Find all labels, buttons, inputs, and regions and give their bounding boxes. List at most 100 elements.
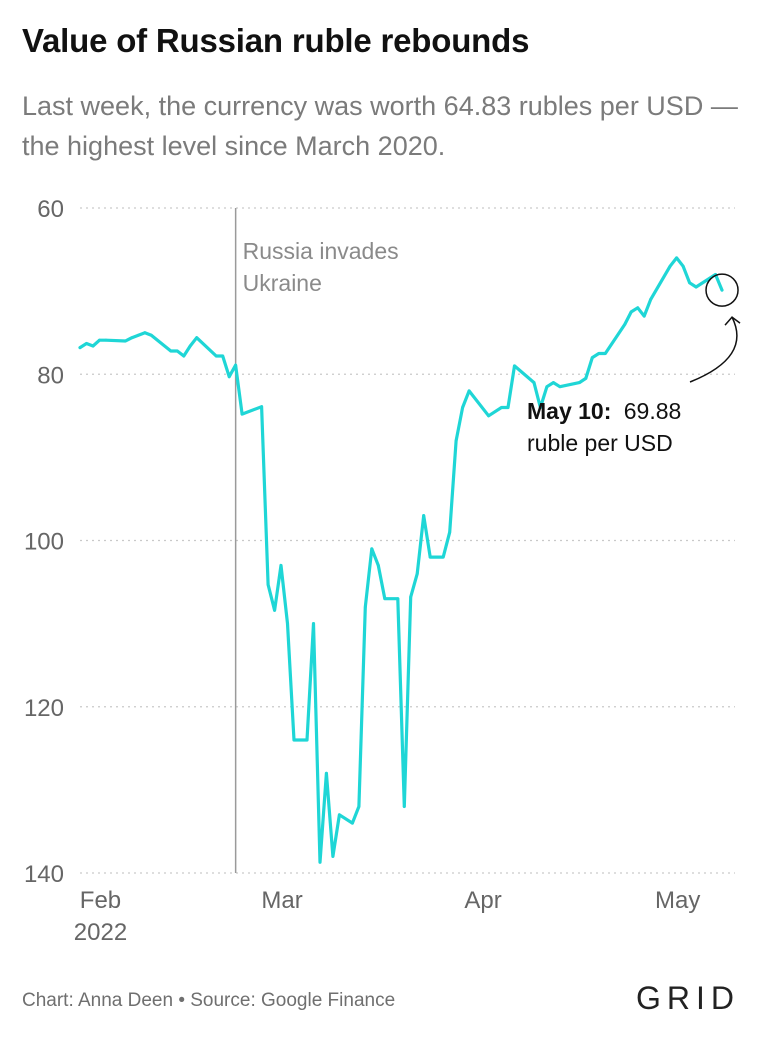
latest-value-callout: May 10: 69.88 ruble per USD [527,273,741,456]
callout-value: 69.88 [624,398,682,424]
data-point [506,406,510,409]
line-chart: 60 80 100 120 140 Feb 2022 Mar Apr May Russia in… [24,196,741,946]
data-point [688,281,692,285]
y-tick-label: 140 [24,861,64,888]
y-tick-label: 60 [37,196,64,223]
x-tick-label: Mar [261,887,302,914]
data-point [428,555,432,559]
series-line-ruble-per-usd [78,256,724,864]
data-point [292,738,296,742]
data-point [169,349,173,353]
data-point [681,264,685,268]
data-point [78,346,82,350]
data-point [649,298,653,301]
data-point [305,738,309,742]
highlight-circle [705,273,739,307]
data-point [136,333,140,337]
data-point [694,285,698,289]
data-point [143,331,147,335]
data-point [357,805,361,808]
data-point [422,514,426,517]
data-point [350,821,354,825]
data-point [363,605,367,609]
data-point [188,344,192,348]
data-point [636,306,640,310]
data-point [85,342,88,345]
data-point [98,338,101,342]
data-point [539,406,542,409]
data-point [331,854,335,858]
y-tick-label: 100 [24,529,64,556]
data-point [195,336,199,340]
data-point [240,412,244,416]
invasion-label-line1: Russia invades [243,238,399,264]
y-tick-label: 80 [37,362,64,389]
data-point [409,595,413,599]
y-tick-label: 120 [24,695,64,722]
data-point [668,264,672,268]
data-point [558,385,562,389]
source-credit: Chart: Anna Deen • Source: Google Financ… [22,990,396,1011]
data-point [383,597,387,601]
series-layer [78,256,724,864]
data-point [590,356,594,360]
y-axis-tick-labels: 60 80 100 120 140 [24,196,64,888]
data-point [577,381,581,384]
x-axis-tick-labels: Feb 2022 Mar Apr May [74,887,701,946]
data-point [273,608,276,612]
data-point [396,597,400,601]
data-point [279,564,283,567]
data-point [623,322,627,326]
callout-arrow [689,316,738,383]
data-point [461,406,465,409]
grid-lines [80,207,735,874]
data-point [629,310,633,314]
chart-title: Value of Russian ruble rebounds [22,22,530,59]
data-point [402,805,406,808]
callout-arrowhead [724,316,741,326]
callout-label-line2: ruble per USD [527,430,673,456]
data-point [597,352,601,355]
data-point [318,860,322,864]
data-point [370,547,374,551]
data-point [234,363,238,367]
data-point [376,564,380,567]
x-tick-label: Apr [464,887,501,914]
data-point [493,410,497,414]
data-point [448,530,452,534]
callout-date: May 10: [527,398,611,424]
grid-logo: GRID [636,980,740,1016]
data-point [149,333,153,337]
invasion-label-line2: Ukraine [243,270,322,296]
data-point [214,354,218,358]
data-point [260,405,263,409]
x-tick-label: May [655,887,700,914]
data-point [467,389,471,393]
data-point [175,349,179,353]
data-point [441,555,445,559]
data-point [123,339,127,343]
data-point [227,375,231,379]
data-point [513,364,516,368]
data-point [286,622,289,626]
data-point [720,288,724,292]
data-point [552,381,555,384]
x-tick-sublabel: 2022 [74,919,127,946]
data-point [312,622,315,626]
x-tick-label: Feb [80,887,121,914]
data-point [130,336,134,340]
data-point [584,377,588,380]
data-point [454,439,458,443]
data-point [104,338,108,342]
data-point [182,354,186,358]
callout-label-line1: May 10: 69.88 [527,398,681,424]
data-point [603,352,607,355]
data-point [338,813,341,817]
data-point [221,354,225,358]
data-point [487,414,490,418]
data-point [415,572,419,576]
invasion-annotation: Russia invades Ukraine [234,208,399,873]
data-point [266,583,270,586]
data-point [91,344,95,348]
data-point [500,406,503,409]
